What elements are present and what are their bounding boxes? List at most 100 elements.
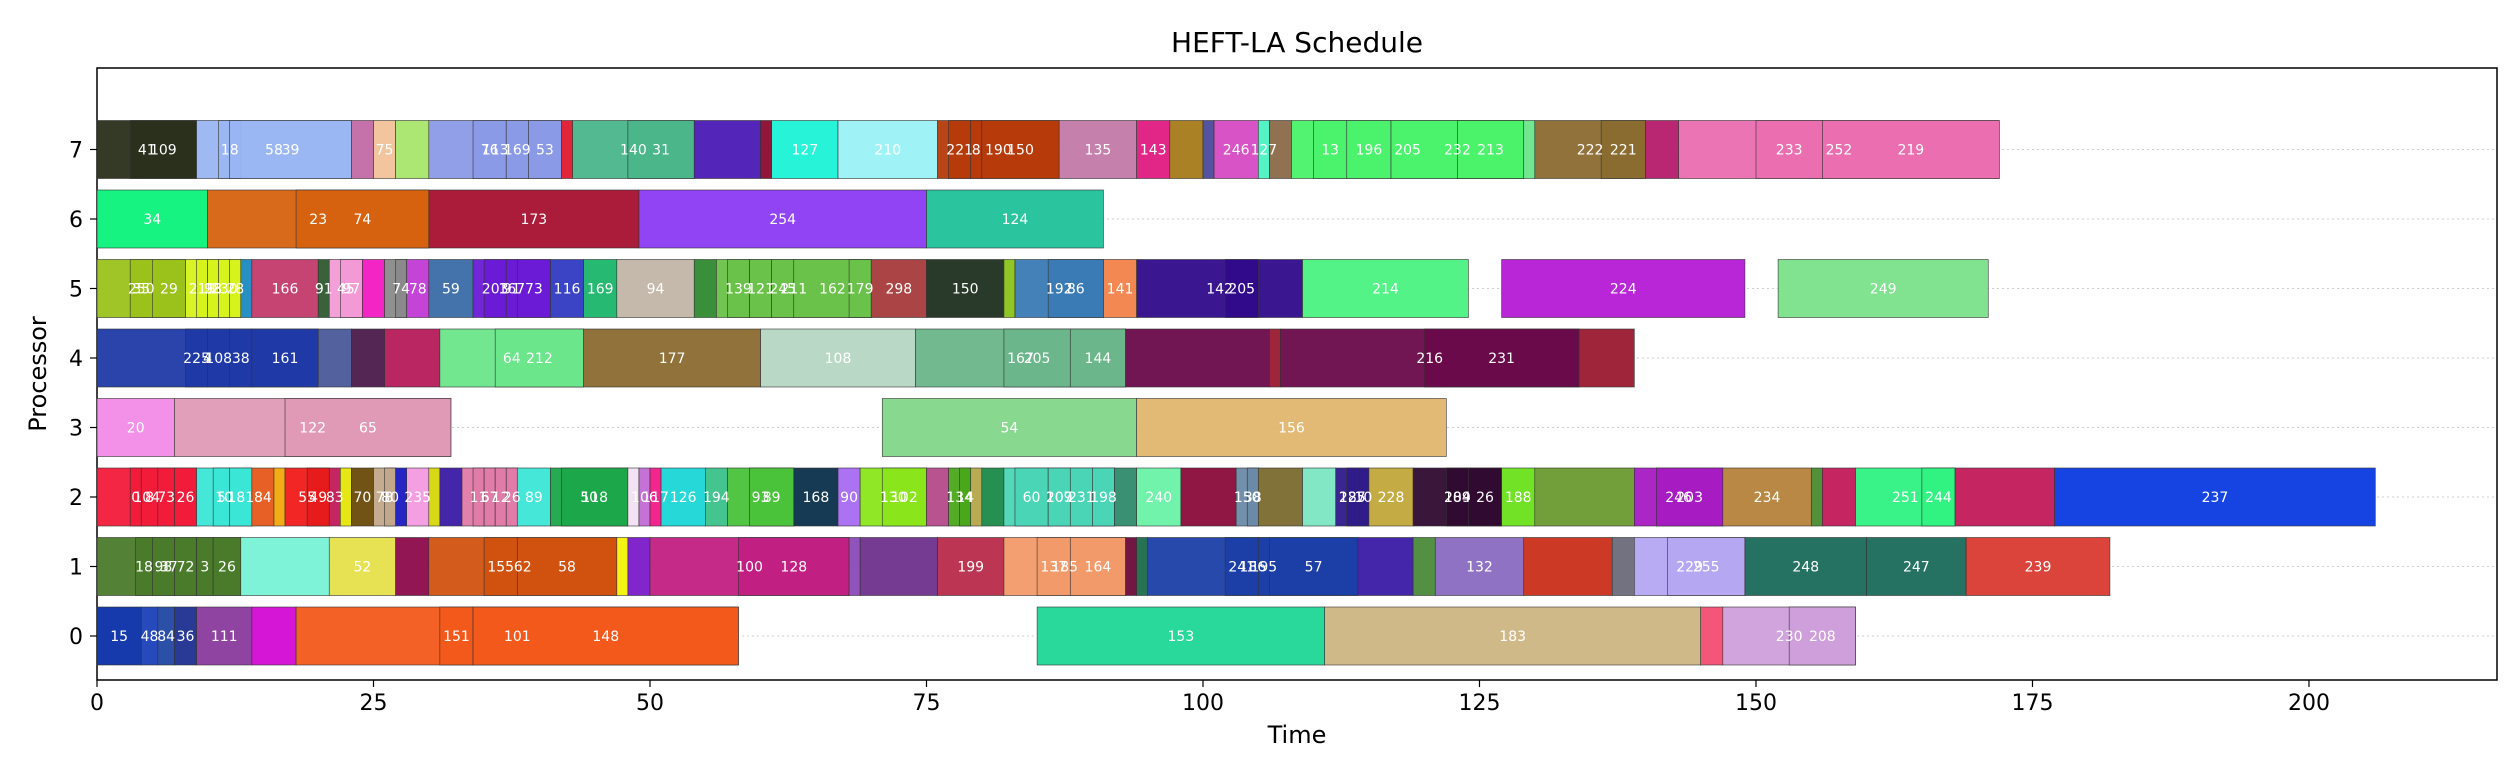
task-label: 13 <box>1321 143 1339 159</box>
task-label: 230 <box>211 282 238 298</box>
task-bar <box>583 259 618 318</box>
task-bar <box>1103 259 1137 318</box>
task-label: 230 <box>1776 629 1803 645</box>
task-bar <box>351 328 385 388</box>
task-label: 205 <box>1228 282 1255 298</box>
task-label: 216 <box>1416 351 1443 367</box>
task-bar <box>760 120 772 179</box>
y-tick-label: 7 <box>69 139 83 164</box>
task-label: 10 <box>1354 490 1372 506</box>
task-label: 148 <box>592 629 619 645</box>
task-bar <box>583 328 761 388</box>
task-label: 116 <box>554 282 581 298</box>
task-bar <box>1656 467 1724 527</box>
task-label: 144 <box>1085 351 1112 367</box>
task-label: 11 <box>470 490 488 506</box>
task-bar <box>1036 537 1071 596</box>
task-label: 121 <box>747 282 774 298</box>
task-label: 74 <box>392 282 410 298</box>
task-label: 78 <box>376 490 394 506</box>
task-label: 23 <box>309 212 327 228</box>
task-label: 8 <box>145 490 154 506</box>
task-label: 177 <box>659 351 686 367</box>
task-bar <box>1136 120 1171 179</box>
task-bar <box>1302 259 1469 318</box>
x-tick-label: 100 <box>1182 691 1224 716</box>
task-bar <box>328 537 396 596</box>
task-bar <box>1257 467 1303 527</box>
task-bar <box>1213 120 1259 179</box>
task-bar <box>428 189 640 249</box>
task-label: 233 <box>1776 143 1803 159</box>
task-label: 31 <box>652 143 670 159</box>
x-tick-label: 50 <box>636 691 664 716</box>
task-label: 39 <box>282 143 300 159</box>
task-bar <box>881 467 927 527</box>
task-bar <box>1069 328 1126 388</box>
task-bar <box>981 467 1005 527</box>
task-label: 181 <box>227 490 254 506</box>
task-bar <box>1368 467 1414 527</box>
task-bar <box>561 467 629 527</box>
task-label: 188 <box>1505 490 1532 506</box>
task-label: 111 <box>211 629 238 645</box>
task-bar <box>1224 259 1259 318</box>
task-label: 228 <box>1378 490 1405 506</box>
task-bar <box>1003 328 1071 388</box>
task-label: 58 <box>265 143 283 159</box>
task-label: 231 <box>1488 351 1515 367</box>
task-label: 255 <box>1693 560 1720 576</box>
task-label: 54 <box>1001 421 1019 437</box>
task-label: 132 <box>1466 560 1493 576</box>
task-bar <box>1954 467 2055 527</box>
task-label: 156 <box>1278 421 1305 437</box>
task-label: 141 <box>1107 282 1134 298</box>
task-label: 221 <box>946 143 973 159</box>
task-bar <box>251 328 319 388</box>
task-bar <box>1125 537 1137 596</box>
task-label: 135 <box>1085 143 1112 159</box>
task-bar <box>1003 259 1016 318</box>
task-bar <box>516 537 618 596</box>
task-label: 60 <box>1023 490 1041 506</box>
task-label: 118 <box>581 490 608 506</box>
task-bar <box>1324 606 1701 666</box>
task-bar <box>1412 537 1436 596</box>
task-bar <box>472 606 739 666</box>
task-label: 245 <box>769 282 796 298</box>
task-label: 78 <box>409 282 427 298</box>
task-bar <box>351 120 374 179</box>
task-label: 199 <box>957 560 984 576</box>
y-tick-label: 2 <box>69 486 83 511</box>
task-label: 4 <box>203 351 212 367</box>
task-label: 117 <box>642 490 669 506</box>
x-tick-label: 25 <box>359 691 387 716</box>
task-bar <box>96 398 175 457</box>
task-label: 222 <box>1577 143 1604 159</box>
task-bar <box>1523 120 1536 179</box>
task-bar <box>870 259 927 318</box>
task-label: 196 <box>1356 143 1383 159</box>
task-bar <box>1069 537 1126 596</box>
task-bar <box>926 189 1104 249</box>
task-label: 139 <box>725 282 752 298</box>
task-bar <box>129 120 197 179</box>
task-label: 137 <box>1040 560 1067 576</box>
task-bar <box>1600 120 1646 179</box>
task-bar <box>1136 537 1148 596</box>
task-label: 208 <box>1809 629 1836 645</box>
task-label: 57 <box>481 490 499 506</box>
task-label: 187 <box>1339 490 1366 506</box>
task-bar <box>1014 467 1049 527</box>
task-label: 98 <box>154 560 172 576</box>
task-label: 150 <box>952 282 979 298</box>
task-label: 234 <box>1754 490 1781 506</box>
task-bar <box>1921 467 1956 527</box>
task-label: 225 <box>1339 490 1366 506</box>
task-label: 62 <box>514 560 532 576</box>
y-tick-label: 0 <box>69 625 83 650</box>
x-tick-label: 175 <box>2011 691 2053 716</box>
task-bar <box>693 259 717 318</box>
task-label: 184 <box>1444 490 1471 506</box>
task-label: 64 <box>503 351 521 367</box>
